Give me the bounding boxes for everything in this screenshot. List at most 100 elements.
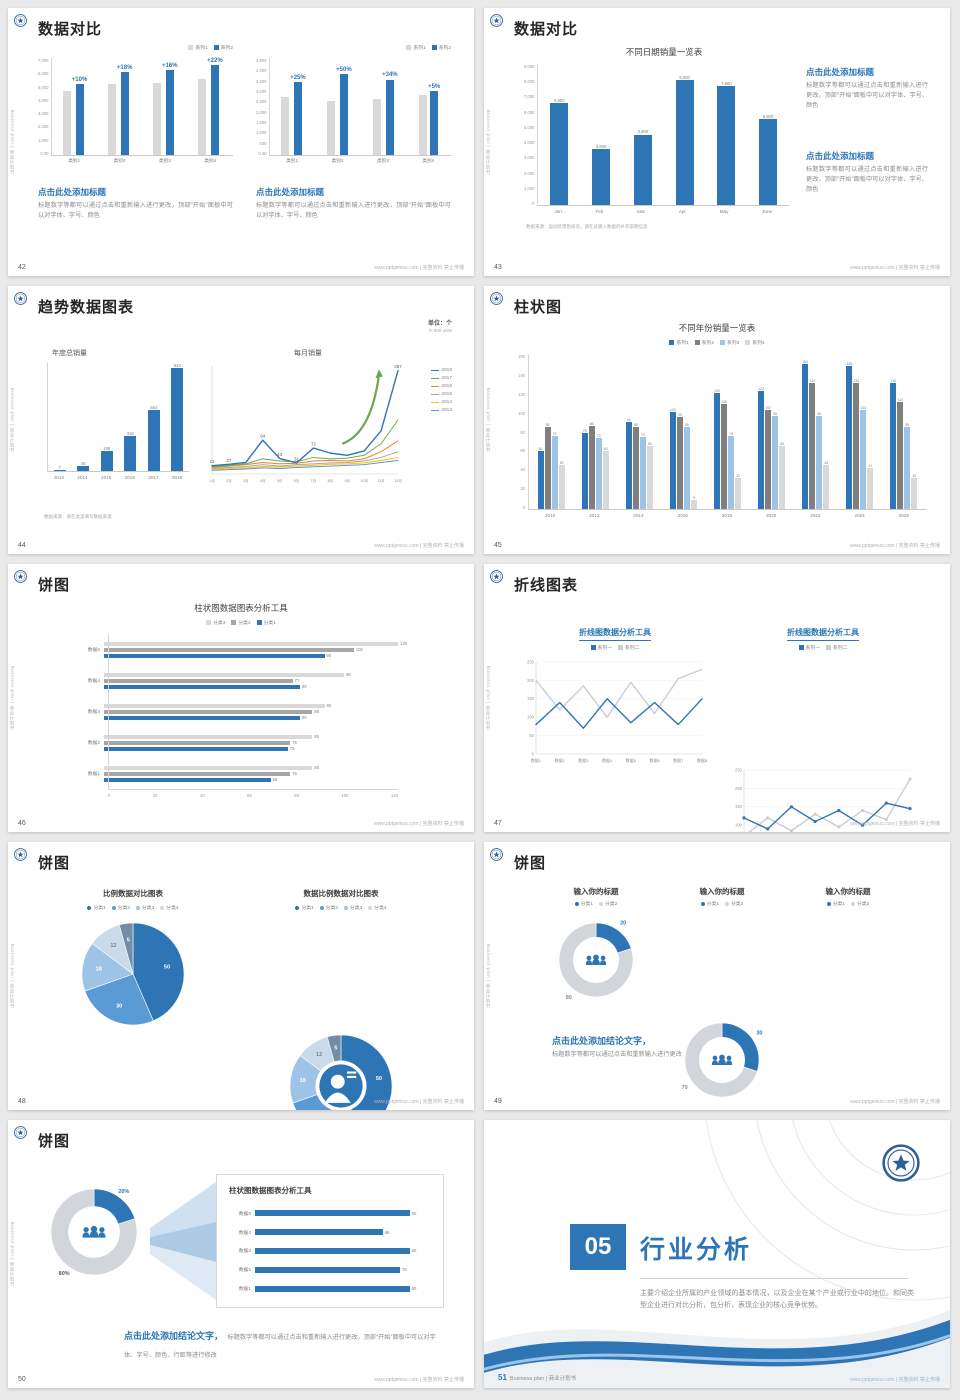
legend-item: 分类1 [256,619,276,626]
bar [853,383,860,509]
chart-title-wrap: 折线图数据分析工具 [728,622,918,641]
slide-44-trend-charts: 趋势数据图表 单位：个 in 900 units 年度总销量 7 45 186 318… [8,286,474,554]
axis-tick: 2015 [101,474,112,480]
legend-item: 系列2 [694,339,714,346]
axis-tick: 500 [259,140,267,146]
axis-tick: 140 [518,372,525,378]
bar [727,436,734,509]
legend-swatch [188,45,194,50]
axis-tick: 4月 [260,478,266,483]
axis-tick: 2014 [633,512,644,518]
bar-group: 148 130 102 42 [846,354,874,509]
data-point [837,825,841,829]
legend-swatch [618,645,623,650]
plot-area: 数据5 120 102 90 数据4 98 77 80 数据3 90 85 80 数据2 85 76 75 数据… [78,634,407,789]
bar-group: 186 [100,362,113,471]
axis-tick: 60 [520,448,525,454]
legend-swatch [319,905,324,910]
bar [846,365,853,509]
sidebar-vertical-text: Business plan | 商业计划书 [486,387,491,453]
axis-tick: 120 [390,793,398,798]
bar-group: 5,500 [759,64,778,205]
point-label: 43 [277,452,283,457]
line-series [211,369,399,467]
people-icon [585,954,607,966]
university-logo-icon [490,570,503,583]
legend-swatch [431,393,440,396]
bar [104,746,288,751]
axis-tick: 数据1 [238,1287,251,1293]
legend-item: 2016 [431,384,452,389]
bar-value-label: 85 [684,422,689,427]
bar [104,684,300,689]
legend-swatch [574,901,579,906]
bar-group: 318 [124,362,137,471]
bar-value-label: 130 [890,378,897,383]
bar [255,1210,410,1217]
bar [104,653,325,658]
legend-swatch [431,401,440,404]
bar [104,641,398,646]
bar [867,468,874,509]
bar-group: 943 [171,362,184,471]
chart-title: 不同日期销量一览表 [625,47,703,57]
legend-item: 分类2 [231,619,251,626]
legend-swatch [206,620,212,625]
growth-arrow [341,371,381,445]
bar [107,84,116,155]
slide-footer: www.pptgenius.com | 完整资料 禁止传播 [374,265,464,271]
legend-swatch [431,45,437,50]
axis-tick: 1,500 [256,119,267,125]
legend-swatch [590,645,596,650]
legend-swatch [231,620,237,625]
bar-value-label: 85 [545,422,550,427]
pie-slice [132,922,185,1022]
divider-line [640,1278,908,1279]
bar-value-label: 76 [292,771,297,776]
bar-value-label: 86 [589,421,594,426]
bar [690,500,697,509]
axis-tick: Jan [554,208,562,214]
slide-number: 43 [494,264,502,271]
bar-value-label: 85 [905,422,910,427]
bar-value-label: 120 [400,641,407,646]
chart-legend: 系列一 系列二 [520,644,710,651]
axis-tick: 3,000 [524,155,535,161]
legend-item: 分类2 [599,900,617,907]
bar-value-label: 60 [538,446,543,451]
bar [100,450,113,471]
grouped-bar-chart: 7,000 6,000 5,000 4,000 3,000 2,000 1,000 0.00 +… [38,58,233,166]
bar [544,426,551,509]
slide-footer: www.pptgenius.com | 完整资料 禁止传播 [850,1377,940,1383]
data-point [766,816,770,820]
donut-chart: 30 70 [672,1010,772,1110]
slice-label: 50 [376,1076,382,1082]
bar [592,148,611,205]
pie-slice [118,922,134,975]
axis-tick: 2,500 [256,99,267,105]
axis-tick: 8月 [328,478,334,483]
slide-number: 45 [494,542,502,549]
chart-legend: 系列1 系列2 系列3 系列4 [484,339,950,346]
bar-value-label: 130 [809,378,816,383]
bar-value-label: 66 [384,1229,390,1235]
legend-swatch [295,905,300,910]
chart-title: 输入你的标题 [573,887,619,896]
axis-tick: 数据3 [578,757,589,763]
bar-value-label: 32 [736,473,740,478]
bar-value-label: 45 [559,461,564,466]
block-heading: 点击此处添加标题 [256,187,325,197]
donut-chart: 20% 80% [38,1176,150,1288]
slide-number: 49 [494,1098,502,1105]
bar [890,383,897,509]
axis-tick: 6月 [294,478,300,483]
bar-value-label: 7 [58,464,61,470]
bar-callout-label: +10% [71,77,88,84]
axis-tick: 类别4 [422,158,435,163]
legend-item: 分类2 [319,904,338,911]
decorative-curves [484,1120,950,1388]
arrow-head [375,369,383,379]
bar [558,465,565,509]
page-title: 柱状图 [514,299,563,316]
slide-number: 46 [18,820,26,827]
